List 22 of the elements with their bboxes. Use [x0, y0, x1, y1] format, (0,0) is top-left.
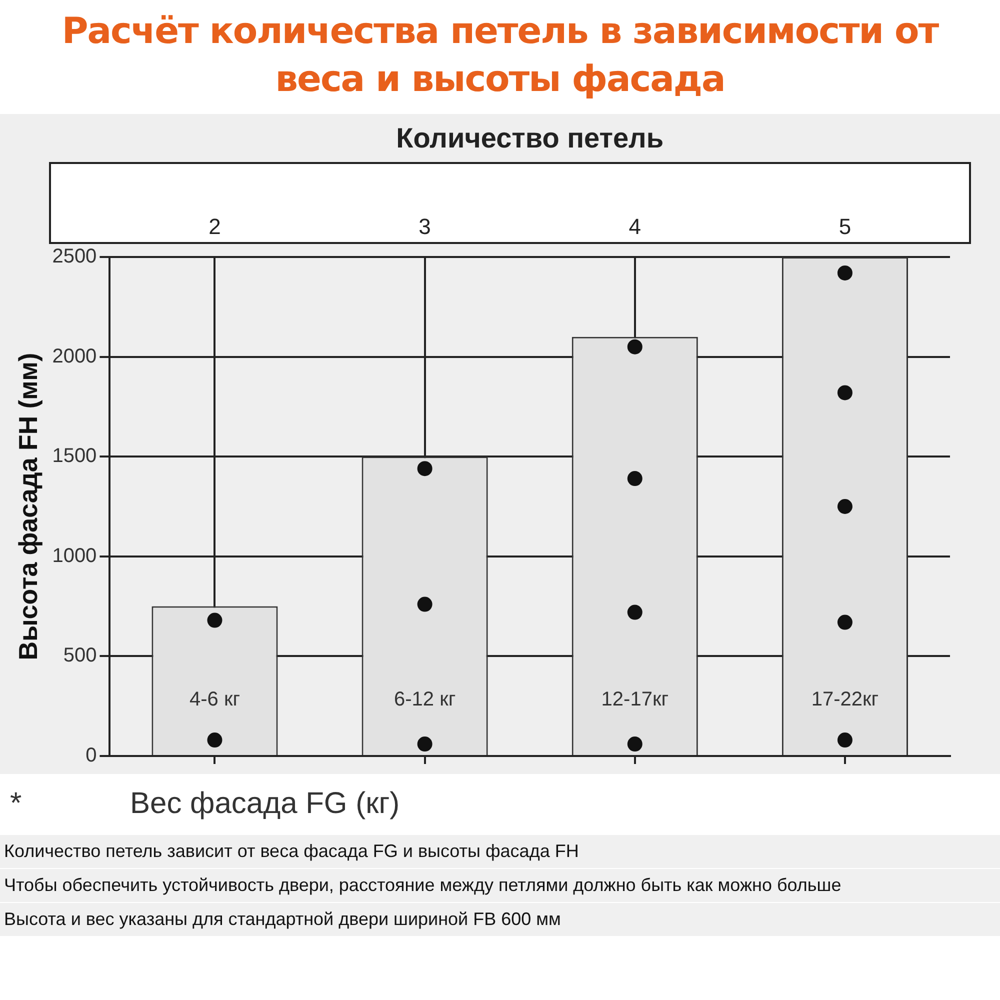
- y-tick-label: 2000: [52, 345, 97, 368]
- x2-tick-label: 2: [208, 214, 221, 239]
- text: Количество петель зависит от веса фасада FG и высоты фасада FH: [0, 834, 1000, 868]
- x-tick-label: 17-22кг: [811, 688, 879, 711]
- chart-title: Расчёт количества петель в зависимости от веса и высоты фасада: [60, 10, 940, 102]
- x-tick-label: 6-12 кг: [394, 688, 456, 711]
- y-tick-label: 1000: [52, 544, 97, 567]
- text: Высота и вес указаны для стандартной двери шириной FB 600 мм: [0, 902, 1000, 936]
- x2-tick-label: 5: [838, 214, 852, 239]
- x2-axis-title: Количество петель: [396, 122, 664, 154]
- y-tick-label: 500: [63, 644, 97, 667]
- x-axis-title: Вес фасада FG (кг): [130, 787, 400, 821]
- x-tick-label: 4-6 кг: [189, 688, 240, 711]
- x2-tick-label: 4: [628, 214, 642, 239]
- text: Чтобы обеспечить устойчивость двери, расстояние между петлями должно быть как можно больше: [0, 868, 1000, 902]
- x-tick-label: 12-17кг: [601, 688, 668, 711]
- y-tick-label: 2500: [52, 246, 97, 268]
- y-tick-label: 1500: [52, 445, 97, 468]
- y-tick-label: 0: [86, 744, 97, 767]
- x2-tick-label: 3: [418, 214, 431, 239]
- y-axis-title: Высота фасада FH (мм): [12, 352, 43, 660]
- text: *: [9, 787, 23, 821]
